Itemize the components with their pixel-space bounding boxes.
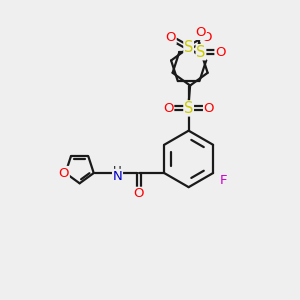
Text: O: O (134, 187, 144, 200)
Text: N: N (112, 169, 122, 182)
Text: O: O (59, 167, 69, 179)
Text: O: O (204, 102, 214, 115)
Text: S: S (184, 40, 193, 55)
Text: O: O (163, 102, 174, 115)
Text: O: O (201, 31, 212, 44)
Text: O: O (215, 46, 226, 59)
Text: H: H (113, 165, 122, 178)
Text: O: O (166, 31, 176, 44)
Text: S: S (196, 45, 206, 60)
Text: F: F (220, 174, 227, 187)
Text: S: S (184, 101, 193, 116)
Text: O: O (196, 26, 206, 39)
